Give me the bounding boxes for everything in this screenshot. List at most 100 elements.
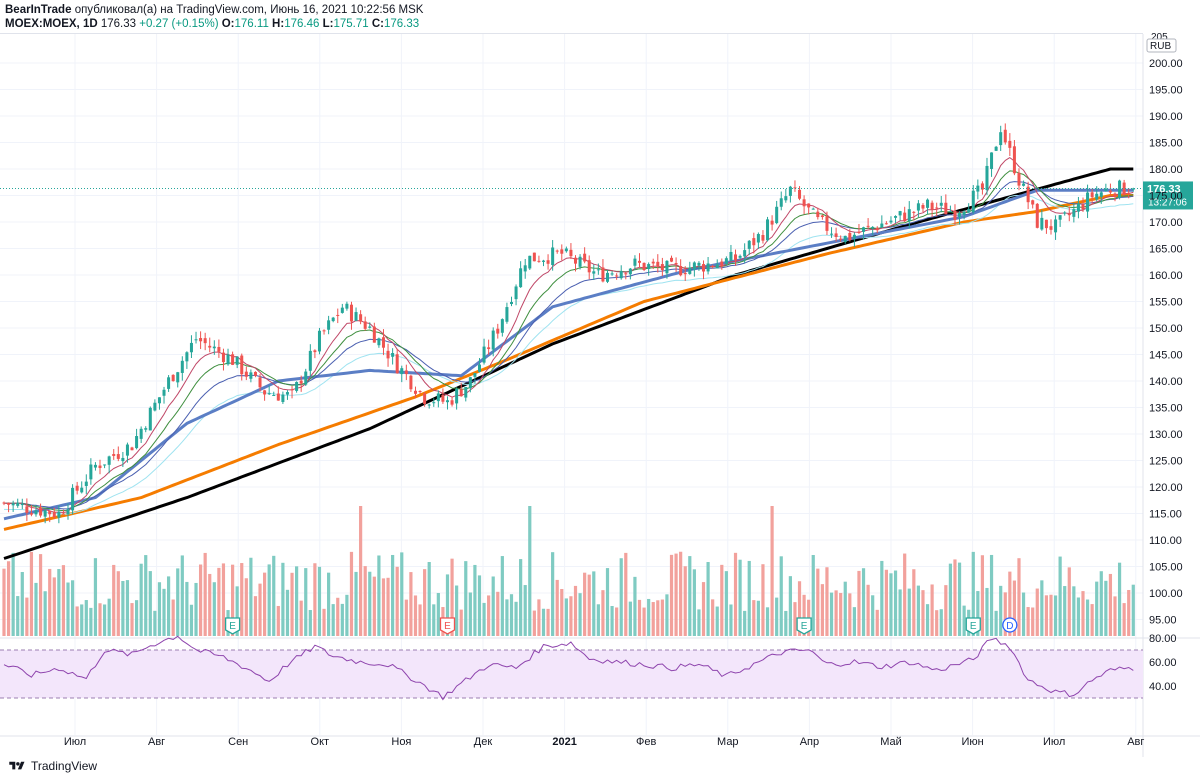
sma-100-line bbox=[3, 194, 1134, 531]
volume-bar bbox=[349, 551, 354, 636]
candle-body bbox=[112, 454, 116, 456]
candle-body bbox=[770, 220, 774, 225]
volume-bar bbox=[756, 600, 760, 636]
candle-body bbox=[706, 263, 710, 272]
price-tick-label: 175.00 bbox=[1149, 191, 1183, 203]
candle-body bbox=[843, 235, 847, 243]
tradingview-brand[interactable]: TradingView bbox=[31, 759, 98, 773]
dividend-marker-label: D bbox=[1006, 621, 1013, 632]
volume-bar bbox=[802, 594, 806, 636]
volume-bar bbox=[487, 595, 491, 636]
candle-body bbox=[679, 266, 683, 276]
ema-line bbox=[3, 194, 1134, 515]
candle-body bbox=[258, 377, 262, 388]
candle-body bbox=[491, 330, 495, 350]
candle-body bbox=[386, 350, 390, 359]
volume-bar bbox=[423, 569, 427, 636]
volume-bar bbox=[359, 506, 363, 636]
candle-body bbox=[208, 345, 212, 348]
candle-body bbox=[683, 273, 687, 275]
volume-bar bbox=[893, 570, 898, 636]
candle-body bbox=[267, 393, 271, 395]
publish-line: BearInTrade опубликовал(а) на TradingVie… bbox=[5, 3, 1195, 17]
volume-bar bbox=[48, 568, 52, 636]
volume-bar bbox=[304, 568, 308, 636]
dividend-marker bbox=[1002, 617, 1018, 633]
candle-body bbox=[528, 255, 532, 269]
volume-bar bbox=[505, 599, 509, 636]
volume-bar bbox=[1117, 562, 1122, 636]
candle-body bbox=[660, 264, 664, 271]
candle-body bbox=[171, 374, 175, 382]
candle-body bbox=[935, 207, 939, 209]
candle-body bbox=[413, 390, 417, 394]
earnings-marker-label: E bbox=[444, 621, 451, 632]
volume-bar bbox=[134, 600, 139, 636]
volume-bar bbox=[52, 577, 56, 636]
candle-body bbox=[48, 511, 52, 515]
symbol-label[interactable]: MOEX:MOEX, 1D bbox=[5, 18, 98, 30]
volume-bar bbox=[43, 591, 47, 636]
candle-body bbox=[743, 250, 747, 257]
candle-body bbox=[930, 202, 934, 210]
volume-bar bbox=[57, 569, 61, 636]
candle-body bbox=[52, 511, 56, 518]
candle-body bbox=[445, 400, 449, 403]
earnings-marker-label: E bbox=[229, 621, 236, 632]
volume-bar bbox=[418, 604, 422, 636]
volume-bar bbox=[1008, 571, 1012, 636]
candle-body bbox=[153, 402, 157, 411]
candle-body bbox=[1035, 203, 1039, 228]
candle-body bbox=[409, 375, 413, 390]
close-value: 176.33 bbox=[383, 18, 420, 30]
candle-body bbox=[61, 513, 65, 515]
volume-bar bbox=[16, 596, 20, 636]
volume-bar bbox=[820, 584, 824, 636]
volume-bar bbox=[221, 563, 226, 636]
candle-body bbox=[231, 354, 235, 365]
volume-bar bbox=[916, 585, 921, 636]
volume-bar bbox=[171, 599, 175, 636]
candle-body bbox=[583, 253, 587, 262]
candle-body bbox=[509, 301, 514, 305]
price-tick-label: 185.00 bbox=[1149, 138, 1183, 150]
volume-bar bbox=[546, 608, 550, 636]
candle-body bbox=[89, 464, 93, 480]
candle-body bbox=[125, 444, 129, 456]
rsi-line bbox=[3, 635, 1134, 701]
volume-bar bbox=[276, 605, 280, 636]
volume-bar bbox=[258, 583, 262, 636]
candle-body bbox=[80, 487, 84, 493]
volume-bar bbox=[1131, 584, 1135, 636]
candle-body bbox=[532, 252, 536, 262]
candle-body bbox=[487, 347, 491, 350]
volume-bar bbox=[93, 558, 98, 636]
candle-body bbox=[1067, 213, 1071, 216]
candle-body bbox=[610, 273, 614, 275]
price-tick-label: 120.00 bbox=[1149, 482, 1183, 494]
candle-body bbox=[25, 506, 29, 513]
candle-body bbox=[1122, 182, 1126, 196]
candle-body bbox=[788, 186, 792, 196]
candle-body bbox=[1086, 192, 1090, 212]
volume-bar bbox=[898, 589, 902, 636]
volume-bar bbox=[230, 564, 235, 636]
candle-body bbox=[103, 464, 107, 466]
candle-body bbox=[167, 377, 171, 389]
candle-body bbox=[496, 328, 500, 334]
volume-bar bbox=[935, 610, 939, 636]
candle-body bbox=[212, 346, 216, 349]
candle-body bbox=[1022, 183, 1026, 186]
volume-bar bbox=[980, 555, 985, 636]
volume-bar bbox=[235, 586, 239, 636]
author-name[interactable]: BearInTrade bbox=[5, 4, 72, 16]
ema-line bbox=[3, 181, 1134, 510]
volume-bar bbox=[592, 571, 596, 636]
volume-bar bbox=[752, 600, 756, 636]
volume-bar bbox=[587, 574, 591, 636]
volume-bar bbox=[688, 556, 692, 636]
volume-bar bbox=[665, 594, 669, 636]
price-change: +0.27 (+0.15%) bbox=[139, 18, 219, 30]
candle-body bbox=[692, 262, 696, 270]
